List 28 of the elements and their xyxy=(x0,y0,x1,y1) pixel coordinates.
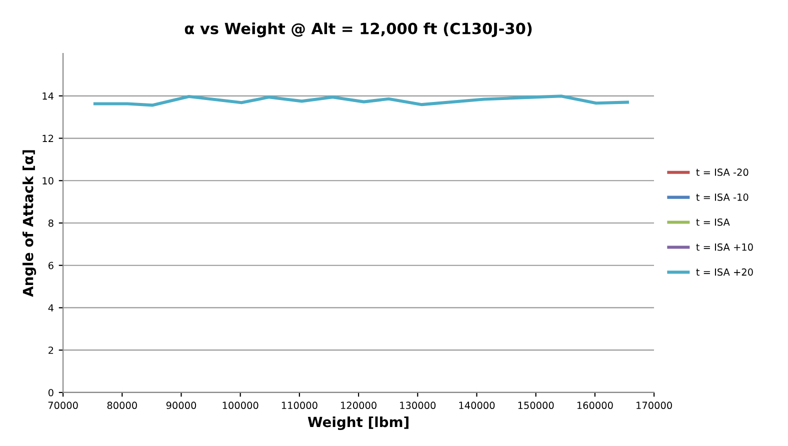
y-tick-label: 14 xyxy=(42,92,54,100)
y-tick-label: 10 xyxy=(42,177,54,184)
legend-label: t = ISA +20 xyxy=(696,268,753,276)
y-tick-label: 12 xyxy=(42,134,54,142)
y-tick-label: 8 xyxy=(48,219,54,227)
x-tick-label: 170000 xyxy=(636,402,672,410)
line-series xyxy=(93,94,629,107)
legend-label: t = ISA -10 xyxy=(696,194,748,201)
x-tick-label: 110000 xyxy=(282,402,318,410)
x-tick-label: 100000 xyxy=(222,402,258,410)
x-tick-label: 130000 xyxy=(400,402,436,410)
x-tick-label: 120000 xyxy=(341,402,376,410)
y-tick-label: 6 xyxy=(48,262,54,270)
legend-label: t = ISA +10 xyxy=(696,243,753,251)
y-axis-title: Angle of Attack [α] xyxy=(22,150,36,297)
x-tick-label: 70000 xyxy=(48,402,78,410)
x-tick-label: 80000 xyxy=(107,402,137,410)
y-tick-label: 2 xyxy=(48,346,54,354)
legend-label: t = ISA xyxy=(696,218,730,226)
y-tick-label: 4 xyxy=(48,304,54,312)
x-tick-label: 90000 xyxy=(166,402,196,410)
x-tick-label: 150000 xyxy=(518,402,554,410)
legend-label: t = ISA -20 xyxy=(696,168,748,176)
x-axis-title: Weight [lbm] xyxy=(308,416,408,430)
y-tick-label: 0 xyxy=(48,388,54,396)
x-tick-label: 160000 xyxy=(577,402,613,410)
chart-title: α vs Weight @ Alt = 12,000 ft (C130J-30) xyxy=(184,22,532,38)
x-tick-label: 140000 xyxy=(459,402,495,410)
